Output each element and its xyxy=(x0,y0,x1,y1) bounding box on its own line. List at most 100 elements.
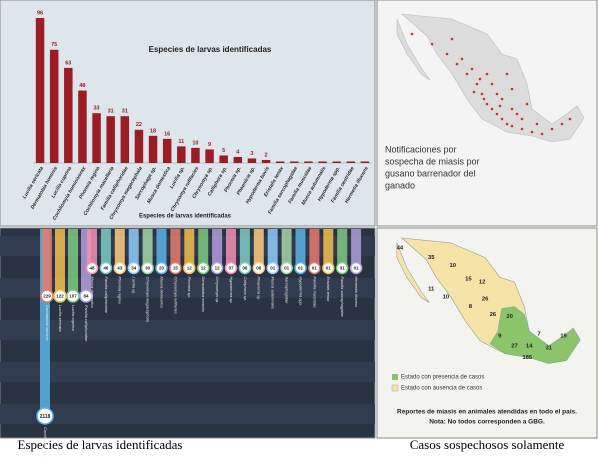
country-shape xyxy=(396,13,585,143)
value-badge xyxy=(252,261,266,275)
item-label: Lucilia sp. xyxy=(132,277,137,295)
state-number: 9 xyxy=(498,334,502,340)
value-label: 11 xyxy=(178,139,184,145)
item-value: 01 xyxy=(298,266,304,271)
state-number: 20 xyxy=(506,314,513,320)
item-value: 46 xyxy=(103,266,109,271)
value-badge xyxy=(40,289,54,303)
state-number: 31 xyxy=(546,345,553,351)
value-label: 22 xyxy=(136,122,142,128)
value-badge xyxy=(99,261,113,275)
column xyxy=(68,229,78,296)
item-label: Calliphora sp. xyxy=(243,277,248,301)
item-label: Familia sarcophagidae xyxy=(340,277,345,318)
column xyxy=(184,229,195,268)
value-badge xyxy=(349,261,363,275)
report-dot xyxy=(490,82,494,86)
value-label: 2 xyxy=(265,152,268,158)
report-dot xyxy=(465,72,469,76)
report-dot xyxy=(495,92,499,96)
map: 44 35 10 15 11 10 12 26 26 8 20 9 27 14 31 19 7 185 xyxy=(397,237,581,364)
column xyxy=(100,229,111,268)
stripe xyxy=(0,278,375,298)
bar xyxy=(35,18,45,164)
item-value: 12 xyxy=(201,266,207,271)
item-value: 01 xyxy=(312,266,318,271)
map-text: sospecha de miasis por xyxy=(385,156,480,166)
value-label: 4 xyxy=(236,149,240,155)
chart-title: Especies de larvas identificadas xyxy=(149,45,272,54)
column xyxy=(239,229,250,268)
state-number: 7 xyxy=(537,332,541,338)
item-value: 01 xyxy=(354,266,360,271)
state-number: 44 xyxy=(397,245,404,251)
bar xyxy=(106,116,115,163)
item-value: 34 xyxy=(131,266,137,271)
state-number: 185 xyxy=(522,355,533,361)
report-dot xyxy=(410,32,414,36)
item-value: 01 xyxy=(270,266,276,271)
report-dot xyxy=(510,87,514,91)
item-label: Hermetia illucens xyxy=(354,277,359,308)
report-dot xyxy=(472,90,476,94)
state-number: 10 xyxy=(443,294,450,300)
value-badge xyxy=(322,261,335,275)
map-caption: Reportes de miasis en animales atendidas… xyxy=(397,409,577,416)
column xyxy=(142,229,153,268)
legend-swatch xyxy=(391,384,399,392)
report-dot xyxy=(500,97,504,101)
report-dot xyxy=(445,52,449,56)
column xyxy=(281,229,292,268)
value-badge xyxy=(196,261,210,275)
report-dot xyxy=(460,57,464,61)
report-dot xyxy=(480,92,484,96)
column xyxy=(267,229,278,268)
bar xyxy=(191,147,200,163)
report-dot xyxy=(482,97,486,101)
column xyxy=(55,229,65,296)
item-label: Lucilia cuprina xyxy=(71,305,76,331)
caption: Especies de larvas identificadas xyxy=(18,437,183,452)
item-label: Musca domestica xyxy=(159,277,164,309)
report-dot xyxy=(485,72,489,76)
value-label: 16 xyxy=(164,131,170,137)
value-badge xyxy=(141,261,154,275)
value-badge xyxy=(36,407,54,425)
column xyxy=(156,229,167,268)
item-label: Phormia sp. xyxy=(187,277,192,298)
item-label: Musca domestica xyxy=(90,277,95,309)
item-label: Dermatobia hominis xyxy=(201,277,206,313)
bar xyxy=(49,49,59,163)
item-label: Eristalis tenax xyxy=(326,277,331,303)
value-badge xyxy=(85,261,99,275)
value-badge xyxy=(127,261,140,275)
report-dot xyxy=(550,127,554,131)
column xyxy=(128,229,139,268)
report-dot xyxy=(515,112,519,116)
bar xyxy=(134,129,144,163)
item-label: Cochliomyia hominivorax xyxy=(43,427,48,457)
bar xyxy=(64,67,73,163)
item-label: Familia muscidae xyxy=(312,277,317,309)
bar xyxy=(360,161,370,163)
item-value: 107 xyxy=(69,294,77,299)
x-axis-title: Especies de larvas identificadas xyxy=(139,214,232,220)
bar xyxy=(346,161,356,163)
report-dot xyxy=(560,122,564,126)
report-dot xyxy=(478,77,482,81)
item-value: 30 xyxy=(145,266,151,271)
item-value: 12 xyxy=(215,266,221,271)
report-dot xyxy=(520,127,524,131)
item-value: 15 xyxy=(173,266,179,271)
value-badge xyxy=(266,261,279,275)
value-badge xyxy=(79,289,93,303)
column xyxy=(170,229,181,268)
report-dot xyxy=(530,130,534,134)
report-dot xyxy=(568,117,572,121)
item-value: 43 xyxy=(117,266,123,271)
bar xyxy=(177,146,186,163)
state-number: 15 xyxy=(465,277,472,283)
column xyxy=(114,229,125,268)
state-number: 27 xyxy=(511,343,518,349)
item-label: Chrysomya megacephala xyxy=(146,277,151,323)
